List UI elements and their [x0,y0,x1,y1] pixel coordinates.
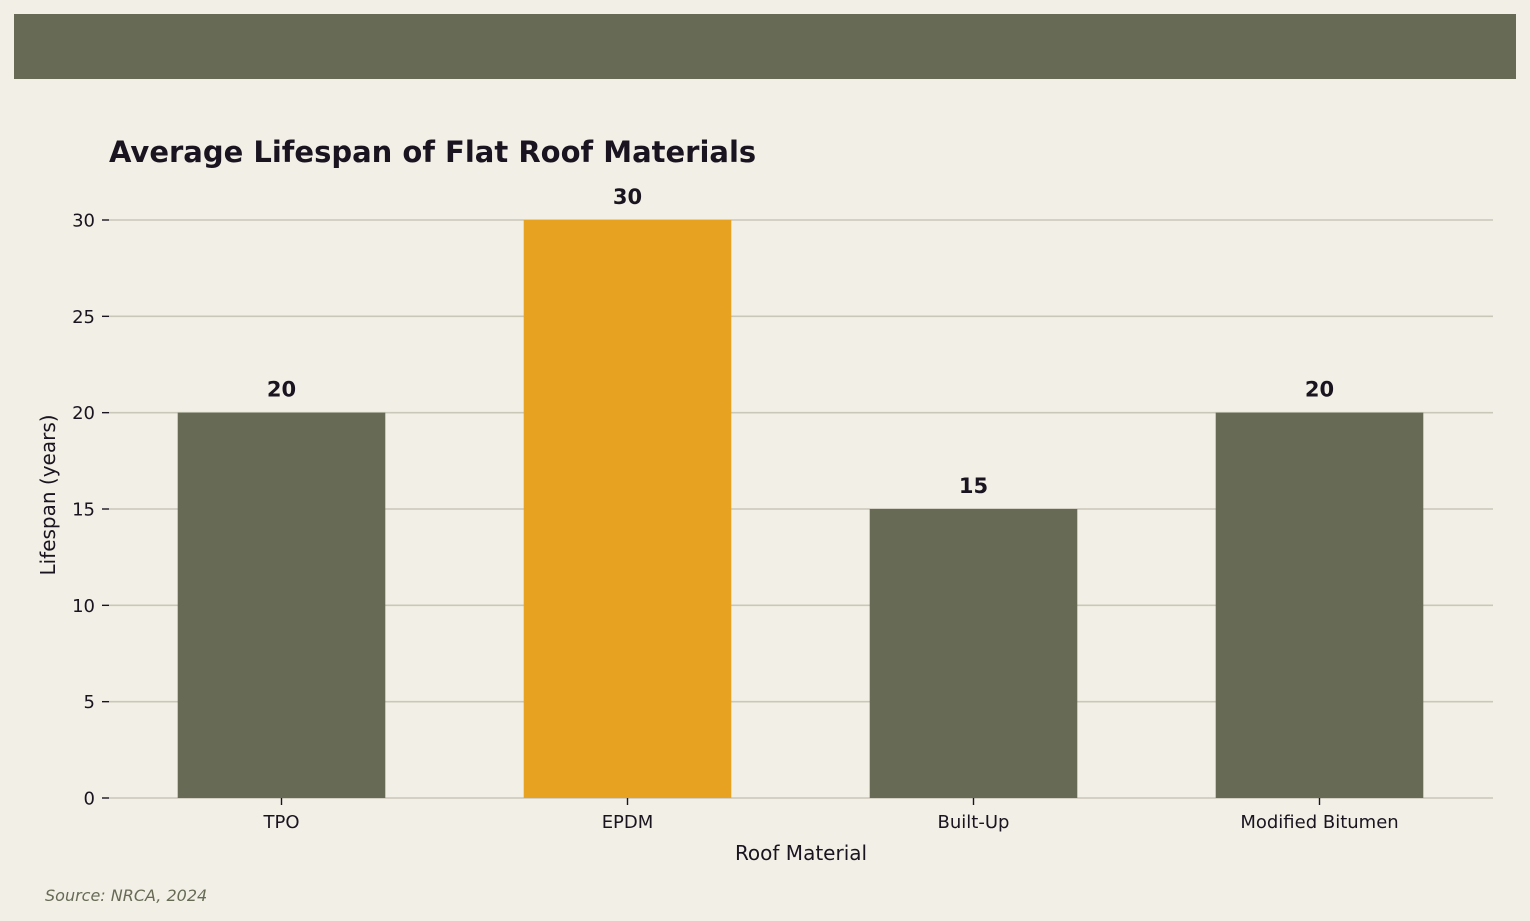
data-label: 20 [1305,378,1334,402]
bar-tpo [177,412,386,798]
source-note: Source: NRCA, 2024 [45,886,208,905]
data-label: 15 [959,474,988,498]
y-axis: 0 5 10 15 20 25 30 [72,211,109,810]
y-tick-label: 15 [72,500,95,521]
bar-epdm [523,220,732,798]
x-tick-label: Built-Up [938,812,1010,833]
x-axis: TPO EPDM Built-Up Modified Bitumen [262,798,1399,833]
y-tick-label: 0 [84,789,95,810]
data-label: 20 [267,378,296,402]
y-tick-label: 20 [72,403,95,424]
x-tick-label: EPDM [602,812,654,833]
y-tick-label: 10 [72,596,95,617]
y-tick-label: 5 [84,692,95,713]
bar-modified-bitumen [1215,412,1424,798]
x-axis-label: Roof Material [735,841,867,865]
header-band [14,14,1516,79]
y-tick-label: 30 [72,211,95,232]
chart-title: Average Lifespan of Flat Roof Materials [109,135,756,169]
y-tick-label: 25 [72,307,95,328]
y-axis-label: Lifespan (years) [36,414,60,575]
data-label: 30 [613,185,642,209]
x-tick-label: Modified Bitumen [1240,812,1398,833]
x-tick-label: TPO [262,812,299,833]
bar-built-up [869,509,1078,798]
bars: 20 30 15 20 [177,185,1424,798]
